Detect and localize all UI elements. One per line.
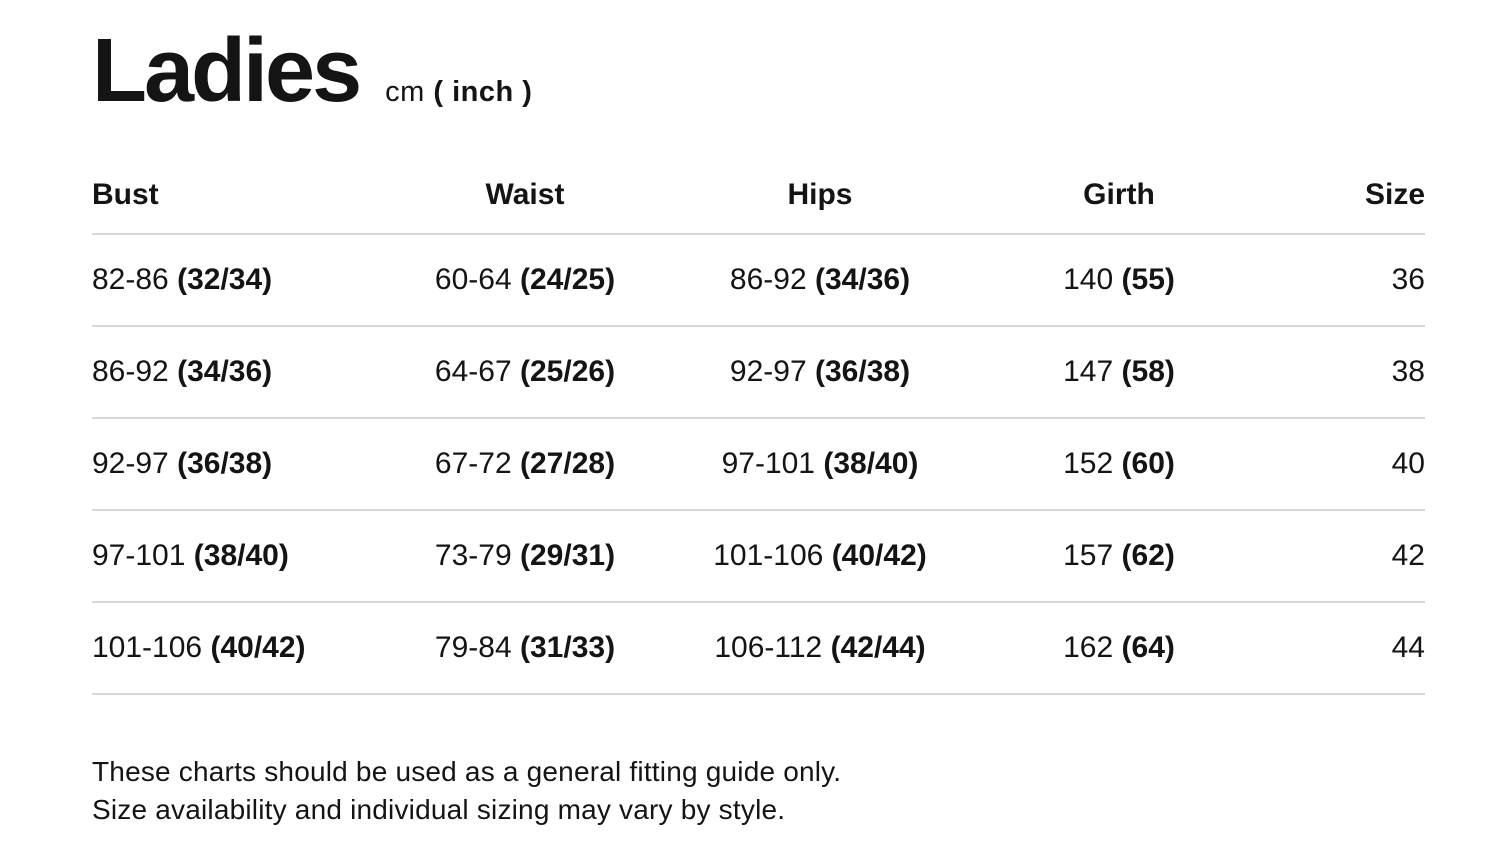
hips-cm-value: 92-97 <box>729 354 807 388</box>
disclaimer-line-1: These charts should be used as a general… <box>92 755 842 787</box>
table-row: 101-106 (40/42) 79-84 (31/33) 106-112 (4… <box>92 603 1425 695</box>
column-header-girth: Girth <box>1083 177 1155 211</box>
waist-cm-value: 67-72 <box>434 446 512 480</box>
unit-note: cm ( inch ) <box>385 76 532 109</box>
size-table: Bust Waist Hips Girth Size 82-86 (32/34)… <box>92 177 1425 695</box>
cell-waist: 73-79 (29/31) <box>380 539 670 573</box>
hips-inch-value: (40/42) <box>831 538 927 572</box>
waist-cm-value: 64-67 <box>434 354 512 388</box>
unit-inch-label: ( inch ) <box>433 76 533 108</box>
girth-cm-value: 162 <box>1063 630 1114 664</box>
cell-girth: 157 (62) <box>970 539 1268 573</box>
girth-inch-value: (55) <box>1121 262 1175 296</box>
bust-cm-value: 86-92 <box>92 354 169 388</box>
cell-bust: 101-106 (40/42) <box>92 631 380 665</box>
column-header-size: Size <box>1364 177 1425 211</box>
hips-inch-value: (42/44) <box>830 630 926 664</box>
table-row: 82-86 (32/34) 60-64 (24/25) 86-92 (34/36… <box>92 235 1425 327</box>
waist-inch-value: (25/26) <box>520 354 616 388</box>
cell-hips: 86-92 (34/36) <box>670 263 970 297</box>
waist-cm-value: 79-84 <box>434 630 512 664</box>
cell-bust: 86-92 (34/36) <box>92 355 380 389</box>
cell-size: 42 <box>1391 538 1425 572</box>
bust-inch-value: (32/34) <box>177 262 273 296</box>
girth-inch-value: (64) <box>1121 630 1175 664</box>
hips-cm-value: 86-92 <box>729 262 807 296</box>
girth-inch-value: (62) <box>1121 538 1175 572</box>
cell-girth: 140 (55) <box>970 263 1268 297</box>
column-header-bust: Bust <box>92 177 159 211</box>
table-row: 92-97 (36/38) 67-72 (27/28) 97-101 (38/4… <box>92 419 1425 511</box>
cell-waist: 64-67 (25/26) <box>380 355 670 389</box>
bust-cm-value: 101-106 <box>92 630 203 664</box>
cell-size: 36 <box>1391 262 1425 296</box>
cell-hips: 101-106 (40/42) <box>670 539 970 573</box>
girth-cm-value: 152 <box>1063 446 1114 480</box>
bust-cm-value: 92-97 <box>92 446 169 480</box>
girth-inch-value: (60) <box>1121 446 1175 480</box>
bust-inch-value: (38/40) <box>193 538 289 572</box>
cell-size: 44 <box>1391 630 1425 664</box>
disclaimer-line-2: Size availability and individual sizing … <box>92 793 786 825</box>
cell-waist: 67-72 (27/28) <box>380 447 670 481</box>
cell-size: 38 <box>1391 354 1425 388</box>
cell-bust: 92-97 (36/38) <box>92 447 380 481</box>
cell-girth: 147 (58) <box>970 355 1268 389</box>
waist-inch-value: (29/31) <box>520 538 616 572</box>
column-header-waist: Waist <box>485 177 565 211</box>
masthead: Ladies cm ( inch ) <box>92 24 1425 119</box>
column-header-hips: Hips <box>787 177 853 211</box>
waist-inch-value: (27/28) <box>520 446 616 480</box>
cell-waist: 60-64 (24/25) <box>380 263 670 297</box>
girth-cm-value: 157 <box>1063 538 1114 572</box>
waist-inch-value: (31/33) <box>520 630 616 664</box>
disclaimer: These charts should be used as a general… <box>92 753 1425 829</box>
waist-cm-value: 73-79 <box>434 538 512 572</box>
hips-inch-value: (34/36) <box>815 262 911 296</box>
hips-cm-value: 101-106 <box>713 538 824 572</box>
bust-cm-value: 97-101 <box>92 538 186 572</box>
girth-cm-value: 147 <box>1063 354 1114 388</box>
hips-inch-value: (36/38) <box>815 354 911 388</box>
cell-girth: 152 (60) <box>970 447 1268 481</box>
bust-inch-value: (36/38) <box>177 446 273 480</box>
page-title: Ladies <box>92 21 362 121</box>
bust-cm-value: 82-86 <box>92 262 169 296</box>
cell-bust: 97-101 (38/40) <box>92 539 380 573</box>
cell-girth: 162 (64) <box>970 631 1268 665</box>
hips-cm-value: 106-112 <box>714 630 823 664</box>
cell-bust: 82-86 (32/34) <box>92 263 380 297</box>
bust-inch-value: (40/42) <box>210 630 306 664</box>
cell-hips: 106-112 (42/44) <box>670 631 970 665</box>
girth-cm-value: 140 <box>1063 262 1114 296</box>
table-row: 97-101 (38/40) 73-79 (29/31) 101-106 (40… <box>92 511 1425 603</box>
cell-waist: 79-84 (31/33) <box>380 631 670 665</box>
unit-cm-label: cm <box>385 76 425 108</box>
cell-size: 40 <box>1391 446 1425 480</box>
cell-hips: 92-97 (36/38) <box>670 355 970 389</box>
table-row: 86-92 (34/36) 64-67 (25/26) 92-97 (36/38… <box>92 327 1425 419</box>
hips-inch-value: (38/40) <box>823 446 919 480</box>
girth-inch-value: (58) <box>1121 354 1175 388</box>
hips-cm-value: 97-101 <box>721 446 815 480</box>
table-header-row: Bust Waist Hips Girth Size <box>92 177 1425 235</box>
bust-inch-value: (34/36) <box>177 354 273 388</box>
cell-hips: 97-101 (38/40) <box>670 447 970 481</box>
waist-cm-value: 60-64 <box>434 262 512 296</box>
waist-inch-value: (24/25) <box>520 262 616 296</box>
